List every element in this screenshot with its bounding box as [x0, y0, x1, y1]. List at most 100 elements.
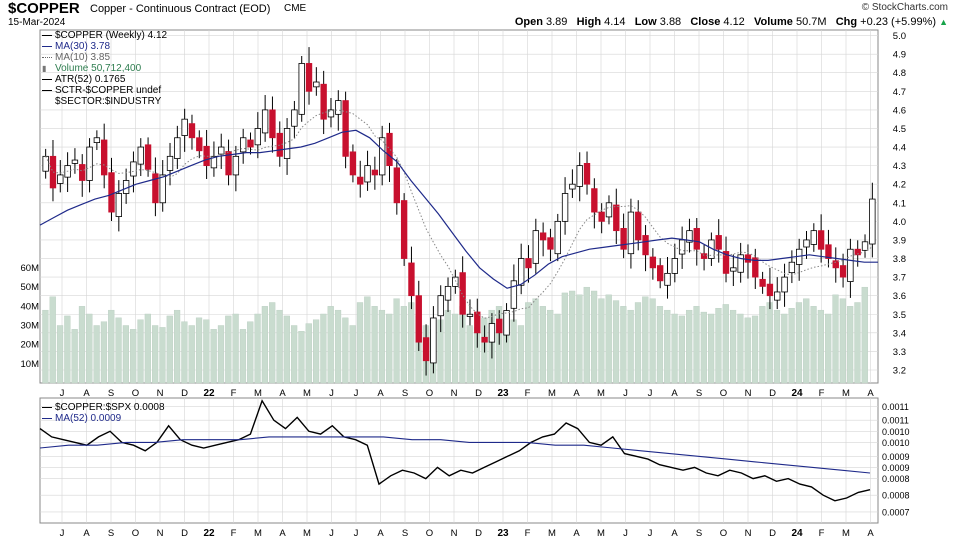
candle-body: [144, 144, 152, 170]
volume-bar: [547, 309, 554, 384]
volume-bar: [766, 302, 773, 384]
candle-body: [686, 230, 693, 243]
volume-tick-label: 20M: [21, 340, 40, 351]
candle-body: [525, 258, 532, 269]
volume-bar: [532, 298, 539, 384]
x-tick-label: A: [377, 528, 384, 539]
volume-bar: [861, 286, 868, 384]
legend-label: ATR(52) 0.1765: [55, 74, 126, 85]
x-tick-label: M: [842, 388, 850, 399]
candle-body: [364, 165, 371, 183]
x-tick-label: J: [329, 388, 334, 399]
x-tick-label: M: [548, 388, 556, 399]
candle-body: [115, 193, 122, 217]
x-tick-label: O: [132, 528, 139, 539]
x-tick-label: S: [402, 528, 408, 539]
candle-body: [657, 265, 664, 282]
candle-body: [598, 211, 605, 222]
low-value: 3.88: [659, 16, 682, 28]
candle-body: [774, 291, 781, 301]
volume-bar: [708, 313, 715, 384]
legend-item: ▮ Volume 50,712,400: [42, 63, 167, 74]
volume-bar: [510, 319, 517, 384]
volume-bar: [298, 331, 305, 384]
volume-bar: [130, 329, 137, 384]
dotted-line-icon: [42, 57, 52, 58]
candle-body: [291, 109, 298, 127]
chg-label: Chg: [835, 16, 858, 28]
volume-bar: [356, 302, 364, 384]
volume-tick-label: 50M: [21, 282, 40, 293]
candle-body: [408, 262, 415, 297]
symbol-title: $COPPER: [8, 0, 80, 17]
volume-bar: [86, 313, 93, 384]
volume-bar: [115, 317, 122, 384]
legend-label: MA(10) 3.85: [55, 52, 111, 63]
candle-body: [576, 165, 583, 187]
price-tick-label: 4.2: [893, 180, 906, 191]
x-tick-label: J: [60, 388, 65, 399]
candle-body: [642, 235, 649, 256]
volume-bar: [517, 325, 525, 384]
candle-body: [247, 139, 254, 148]
x-tick-label: M: [842, 528, 850, 539]
x-tick-label: F: [231, 388, 237, 399]
price-tick-label: 4.8: [893, 68, 906, 79]
volume-bar: [795, 302, 803, 384]
volume-bar: [715, 308, 722, 384]
candle-body: [276, 132, 283, 157]
volume-bar: [254, 313, 261, 384]
volume-bar: [781, 313, 788, 384]
candle-body: [759, 278, 766, 287]
exchange-label: CME: [284, 3, 307, 14]
x-tick-label: A: [573, 528, 580, 539]
candle-body: [620, 228, 627, 250]
x-tick-label: N: [157, 528, 164, 539]
volume-bar: [759, 306, 766, 384]
candle-body: [569, 183, 576, 190]
x-tick-label: A: [867, 388, 874, 399]
line-icon: [42, 90, 52, 91]
x-tick-label: M: [254, 528, 262, 539]
volume-bar: [847, 306, 854, 384]
candle-body: [554, 220, 561, 255]
volume-bar: [188, 325, 195, 384]
candle-body: [430, 317, 437, 364]
candle-body: [539, 232, 547, 241]
close-value: 4.12: [723, 16, 745, 28]
price-tick-label: 4.0: [893, 217, 906, 228]
candle-body: [459, 272, 466, 315]
x-tick-label: J: [60, 528, 65, 539]
volume-bar: [122, 325, 129, 384]
x-tick-label: O: [720, 528, 727, 539]
volume-bar: [576, 294, 583, 384]
legend-label: Volume 50,712,400: [55, 63, 142, 74]
x-tick-label: S: [402, 388, 408, 399]
candle-body: [240, 137, 247, 153]
line-icon: [42, 79, 52, 80]
candle-icon: [42, 35, 52, 36]
x-tick-label: J: [329, 528, 334, 539]
candle-body: [700, 253, 708, 259]
price-panel: 3.2 3.3 3.4 3.5 3.6 3.7 3.8 3.9 4.0 4.1 4.2 4.3 4.4 4…: [21, 29, 906, 399]
candle-body: [210, 155, 218, 169]
x-tick-label: J: [354, 388, 359, 399]
candle-body: [393, 167, 400, 204]
x-tick-label: D: [475, 388, 482, 399]
volume-bar: [466, 325, 473, 384]
x-tick-label: 24: [791, 528, 803, 539]
candle-body: [715, 235, 722, 250]
legend-item: MA(30) 3.78: [42, 41, 167, 52]
x-tick-label: J: [354, 528, 359, 539]
x-tick-label: A: [279, 528, 286, 539]
candle-body: [335, 100, 342, 115]
price-tick-label: 3.6: [893, 291, 906, 302]
volume-bar: [269, 302, 276, 384]
candle-body: [825, 244, 832, 259]
volume-bar: [773, 309, 781, 384]
x-tick-label: N: [157, 388, 164, 399]
volume-bar: [386, 313, 393, 384]
volume-bar: [671, 313, 678, 384]
volume-bar: [203, 319, 210, 384]
x-tick-label: J: [648, 388, 653, 399]
